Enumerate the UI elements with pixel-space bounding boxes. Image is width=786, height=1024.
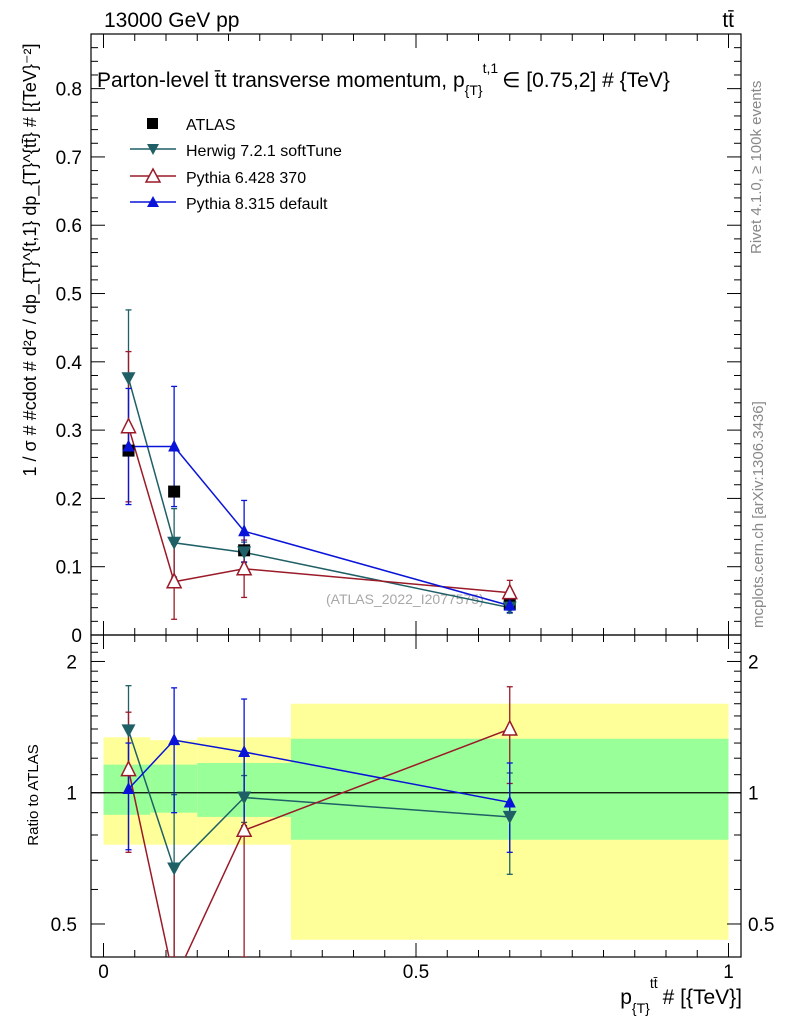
ratio-series-2-point (238, 744, 251, 757)
x-axis-title-subscript: {T} (632, 1000, 650, 1016)
plot-title-text: Parton-level t̄t transverse momentum, p (97, 69, 465, 92)
ratio-series-1-point (120, 759, 137, 777)
main-y-axis-title: 1 / σ # #cdot # d²σ / dp_{T}^{t,1} dp_{T… (20, 44, 41, 477)
ratio-series-line-2 (127, 739, 510, 804)
plot-title: Parton-level t̄t transverse momentum, p{… (97, 60, 670, 98)
ratio-series-1-point (235, 820, 253, 838)
ratio-series-line-0 (127, 730, 510, 870)
ratio-y-tick-labels: 0.5 0.5 1 1 2 2 (51, 652, 775, 936)
ratio-y-tick-label-right: 1 (748, 784, 759, 805)
main-series-2-point (168, 439, 181, 452)
plot-title-subscript: {T} (465, 82, 483, 98)
ratio-axis-ticks (91, 635, 741, 957)
ratio-series-1-point (501, 719, 518, 736)
main-series-0-point (237, 546, 252, 560)
ratio-uncertainty-bands (91, 703, 741, 940)
legend-marker-pythia6 (144, 167, 162, 183)
x-tick-label: 0.5 (403, 962, 429, 983)
main-y-tick-label: 0.6 (56, 216, 82, 237)
x-axis-title-main: p (620, 986, 632, 1009)
main-series-1-point (235, 559, 253, 576)
main-series-line-1 (127, 426, 510, 594)
ratio-series-line-1 (127, 728, 511, 957)
legend-label-pythia6: Pythia 6.428 370 (186, 170, 306, 187)
legend-label-herwig: Herwig 7.2.1 softTune (186, 143, 342, 160)
main-series-0-point (121, 372, 136, 386)
main-series-0-point (167, 536, 182, 550)
main-y-tick-label: 0.3 (56, 421, 82, 442)
main-series-2-point (503, 598, 516, 611)
x-tick-label: 0 (98, 962, 109, 983)
main-series-line-0 (127, 378, 510, 609)
ratio-y-tick-label-left: 2 (66, 652, 77, 673)
ratio-series-2-point (168, 733, 181, 746)
rivet-version-label: Rivet 4.1.0, ≥ 100k events (748, 81, 765, 254)
main-series-layer (120, 309, 518, 620)
ratio-y-tick-label-left: 0.5 (51, 915, 77, 936)
plot-title-superscript: t,1 (483, 60, 499, 76)
main-series-line-2 (128, 445, 510, 607)
ratio-series-2-point (503, 795, 516, 808)
plot-title-tail: ∈ [0.75,2] # {TeV} (502, 69, 670, 92)
ratio-series-0-point (237, 791, 252, 805)
main-series-2-point (238, 524, 251, 537)
x-axis-title-tail: # [{TeV}] (663, 986, 742, 1009)
main-series-2-point (122, 439, 135, 452)
main-y-tick-label: 0.5 (56, 285, 82, 306)
ratio-y-tick-label-right: 2 (748, 652, 759, 673)
main-y-tick-label: 0.1 (56, 558, 82, 579)
analysis-watermark: (ATLAS_2022_I2077575) (326, 591, 484, 607)
ratio-y-tick-label-right: 0.5 (748, 915, 774, 936)
legend-label-pythia8: Pythia 8.315 default (186, 196, 328, 213)
main-y-tick-label: 0 (71, 626, 82, 647)
main-series-1-point (165, 572, 183, 589)
main-y-tick-label: 0.7 (56, 148, 82, 169)
main-y-tick-labels: 0 0.1 0.2 0.3 0.4 0.5 0.6 0.7 0.8 (56, 80, 83, 647)
x-tick-labels: 0 0.5 1 (98, 962, 734, 983)
legend-marker-herwig (147, 144, 159, 155)
main-y-tick-label: 0.2 (56, 489, 82, 510)
x-axis-title-superscript: tt̄ (650, 975, 658, 991)
atlas-data-point (168, 485, 181, 498)
legend-marker-pythia8 (147, 196, 159, 207)
ratio-series-2-point (122, 781, 135, 794)
process-label: tt̄ (722, 9, 734, 32)
ratio-series-0-point (167, 862, 182, 876)
main-y-tick-label: 0.4 (56, 353, 83, 374)
legend: ATLAS Herwig 7.2.1 softTune Pythia 6.428… (130, 117, 342, 213)
x-axis-title: p{T} tt̄ # [{TeV}] (620, 975, 742, 1016)
ratio-y-tick-label-left: 1 (66, 784, 77, 805)
x-tick-label: 1 (723, 962, 734, 983)
main-series-1-point (120, 417, 137, 434)
ratio-y-axis-title: Ratio to ATLAS (25, 744, 42, 845)
ratio-series-0-point (502, 810, 517, 824)
main-y-tick-label: 0.8 (56, 80, 82, 101)
ratio-series-layer (120, 685, 518, 957)
mcplots-reference-label: mcplots.cern.ch [arXiv:1306.3436] (750, 401, 767, 628)
main-axis-ticks (91, 33, 741, 636)
ratio-series-0-point (121, 724, 136, 738)
legend-label-atlas: ATLAS (186, 117, 236, 134)
legend-marker-atlas (147, 118, 158, 129)
energy-label: 13000 GeV pp (104, 9, 239, 32)
